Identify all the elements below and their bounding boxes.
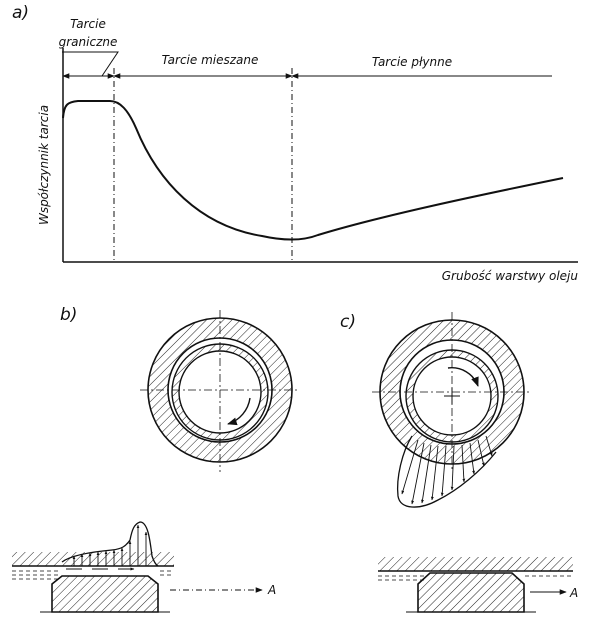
zone-label-fluid: Tarcie płynne — [372, 55, 452, 69]
zone-label-mixed: Tarcie mieszane — [162, 53, 259, 67]
bearing-b — [140, 310, 300, 472]
pressure-lobe-c — [396, 435, 497, 508]
slider-c: A — [378, 557, 578, 613]
pressure-profile-b — [61, 521, 159, 567]
rotation-arrow-c — [447, 367, 479, 387]
slider-b-pad — [51, 575, 159, 613]
slider-c-ground — [378, 557, 573, 571]
panel-a: a) Tarcie graniczne Tarcie mieszane Tarc… — [12, 3, 578, 283]
bearing-c-journal — [405, 349, 499, 443]
zone-label-boundary-line1: Tarcie — [70, 17, 106, 31]
motion-label-c: A — [569, 586, 578, 600]
bearing-c — [372, 312, 532, 470]
panel-a-letter: a) — [12, 3, 29, 23]
boundary-leader-line — [62, 51, 119, 77]
slider-c-pad — [417, 572, 525, 613]
slider-b: A — [12, 521, 276, 613]
bearing-b-journal — [171, 343, 269, 441]
panel-c-letter: c) — [340, 312, 356, 332]
motion-label-b: A — [267, 583, 276, 597]
y-axis-label: Współczynnik tarcia — [37, 105, 51, 225]
panel-c: c) — [340, 312, 578, 613]
slider-b-ground — [12, 552, 174, 566]
friction-curve — [62, 100, 564, 241]
x-axis-label: Grubość warstwy oleju — [442, 269, 579, 283]
zone-label-boundary-line2: graniczne — [59, 35, 118, 49]
panel-b-letter: b) — [60, 305, 77, 325]
panel-b: b) — [12, 305, 300, 613]
rotation-arrow-b — [227, 397, 251, 426]
